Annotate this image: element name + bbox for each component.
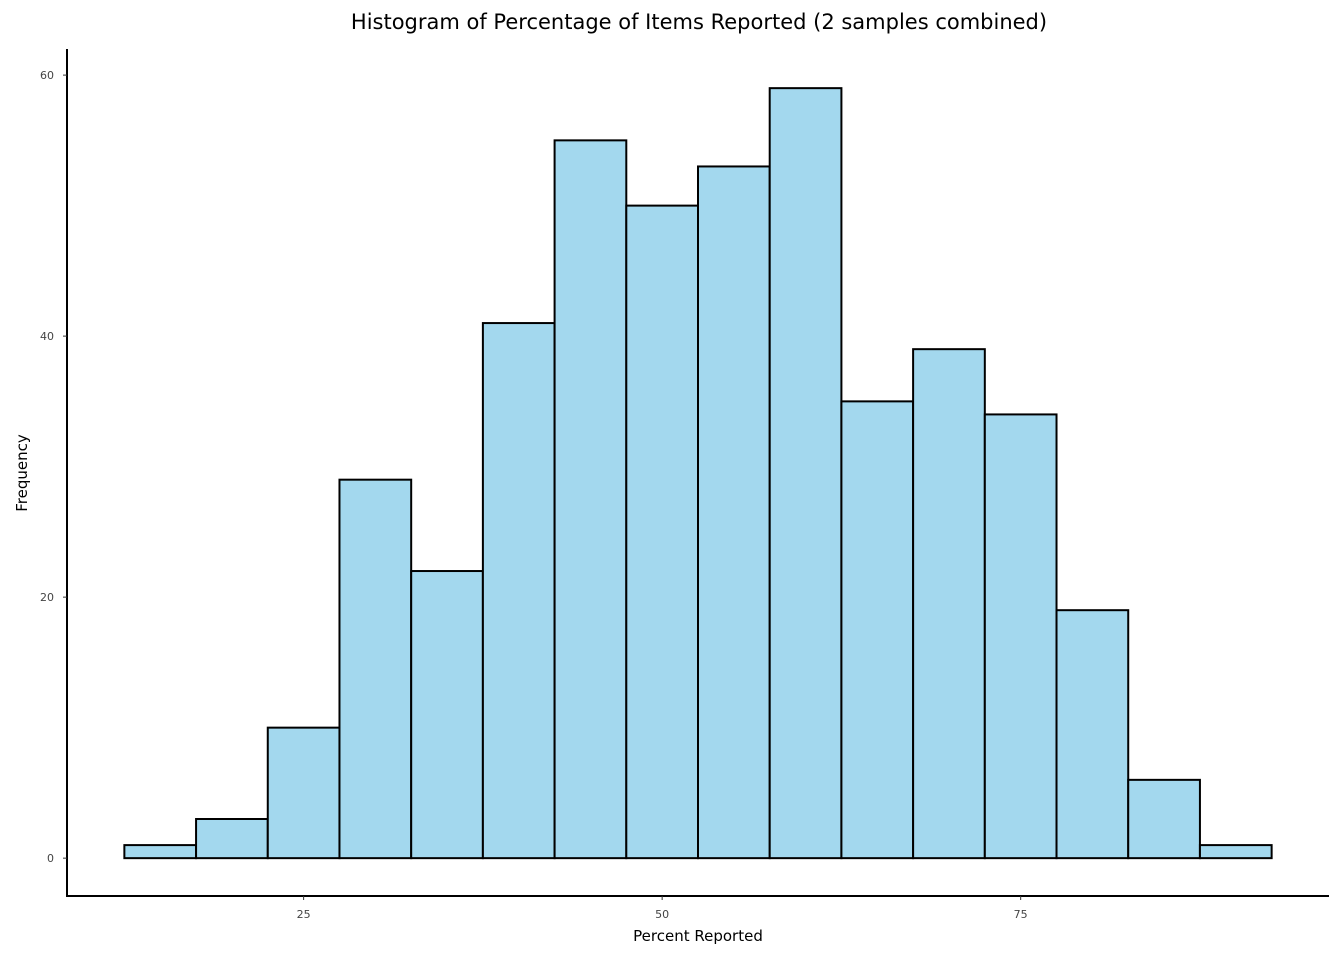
- histogram-bar-15: [1127, 778, 1201, 860]
- x-tick-label: 50: [655, 908, 669, 921]
- y-tick-label: 20: [40, 591, 54, 604]
- histogram-bar-13: [983, 413, 1058, 860]
- histogram-bar-3: [266, 726, 341, 860]
- histogram-bar-5: [410, 570, 484, 860]
- x-tick-label: 25: [297, 908, 311, 921]
- x-axis-ticks: 25 50 75: [297, 896, 1028, 921]
- histogram-bars: [123, 87, 1273, 860]
- histogram-bar-6: [481, 322, 556, 860]
- histogram-bar-8: [625, 204, 700, 860]
- histogram-bar-12: [912, 348, 986, 860]
- histogram-bar-16: [1198, 844, 1273, 860]
- histogram-bar-2: [195, 818, 269, 860]
- x-axis-label: Percent Reported: [633, 927, 763, 945]
- histogram-bar-11: [840, 400, 915, 860]
- y-axis-ticks: 0 20 40 60: [40, 69, 67, 865]
- histogram-bar-1: [123, 844, 198, 860]
- histogram-bar-14: [1055, 609, 1130, 860]
- histogram-bar-9: [697, 165, 771, 860]
- y-axis-label: Frequency: [13, 434, 31, 512]
- histogram-bar-7: [553, 139, 628, 860]
- y-tick-label: 60: [40, 69, 54, 82]
- x-tick-label: 75: [1014, 908, 1028, 921]
- y-tick-label: 0: [47, 852, 54, 865]
- histogram-bar-4: [338, 478, 413, 860]
- chart-title: Histogram of Percentage of Items Reporte…: [351, 10, 1047, 34]
- y-tick-label: 40: [40, 330, 54, 343]
- histogram-bar-10: [768, 87, 843, 860]
